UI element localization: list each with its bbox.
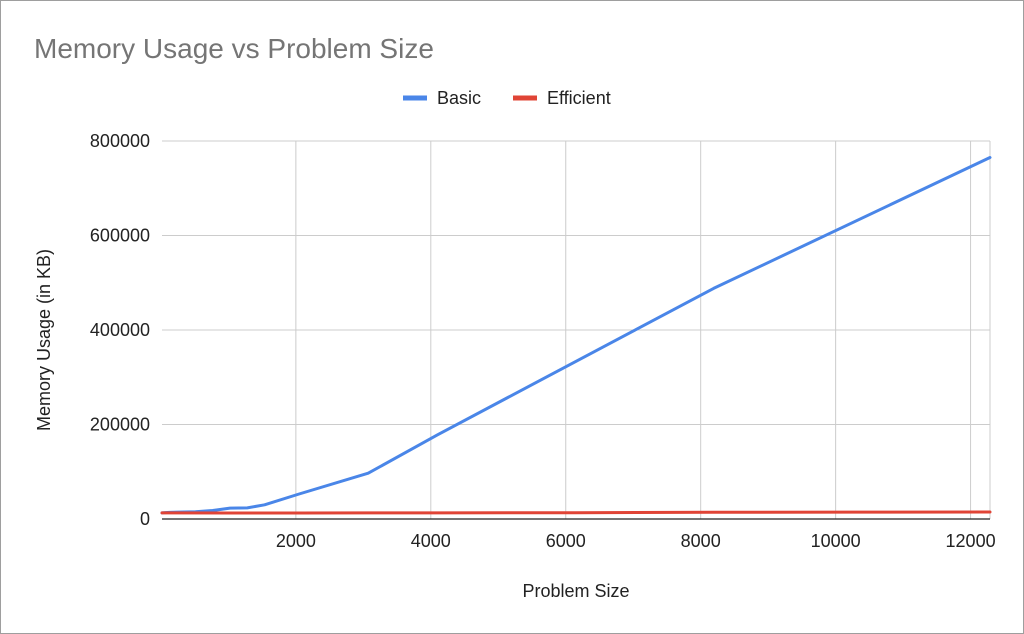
series-lines: [160, 156, 992, 515]
x-axis-title: Problem Size: [522, 581, 629, 601]
y-tick-label: 0: [140, 509, 150, 529]
y-axis-title: Memory Usage (in KB): [34, 249, 54, 431]
legend: Basic Efficient: [403, 88, 611, 108]
tick-labels: 2000 4000 6000 8000 10000 12000 0 200000 400000 6…: [90, 131, 996, 551]
x-tick-label: 10000: [811, 531, 861, 551]
chart-title: Memory Usage vs Problem Size: [34, 33, 434, 64]
series-line-basic: [160, 156, 992, 515]
gridlines: [162, 140, 991, 520]
x-tick-label: 6000: [546, 531, 586, 551]
y-tick-label: 200000: [90, 415, 150, 435]
x-tick-label: 4000: [411, 531, 451, 551]
legend-label-efficient: Efficient: [547, 88, 611, 108]
y-tick-label: 400000: [90, 320, 150, 340]
legend-label-basic: Basic: [437, 88, 481, 108]
x-tick-label: 2000: [276, 531, 316, 551]
series-line-efficient: [160, 510, 992, 515]
y-tick-label: 800000: [90, 131, 150, 151]
x-tick-label: 12000: [946, 531, 996, 551]
y-tick-label: 600000: [90, 226, 150, 246]
x-tick-label: 8000: [681, 531, 721, 551]
